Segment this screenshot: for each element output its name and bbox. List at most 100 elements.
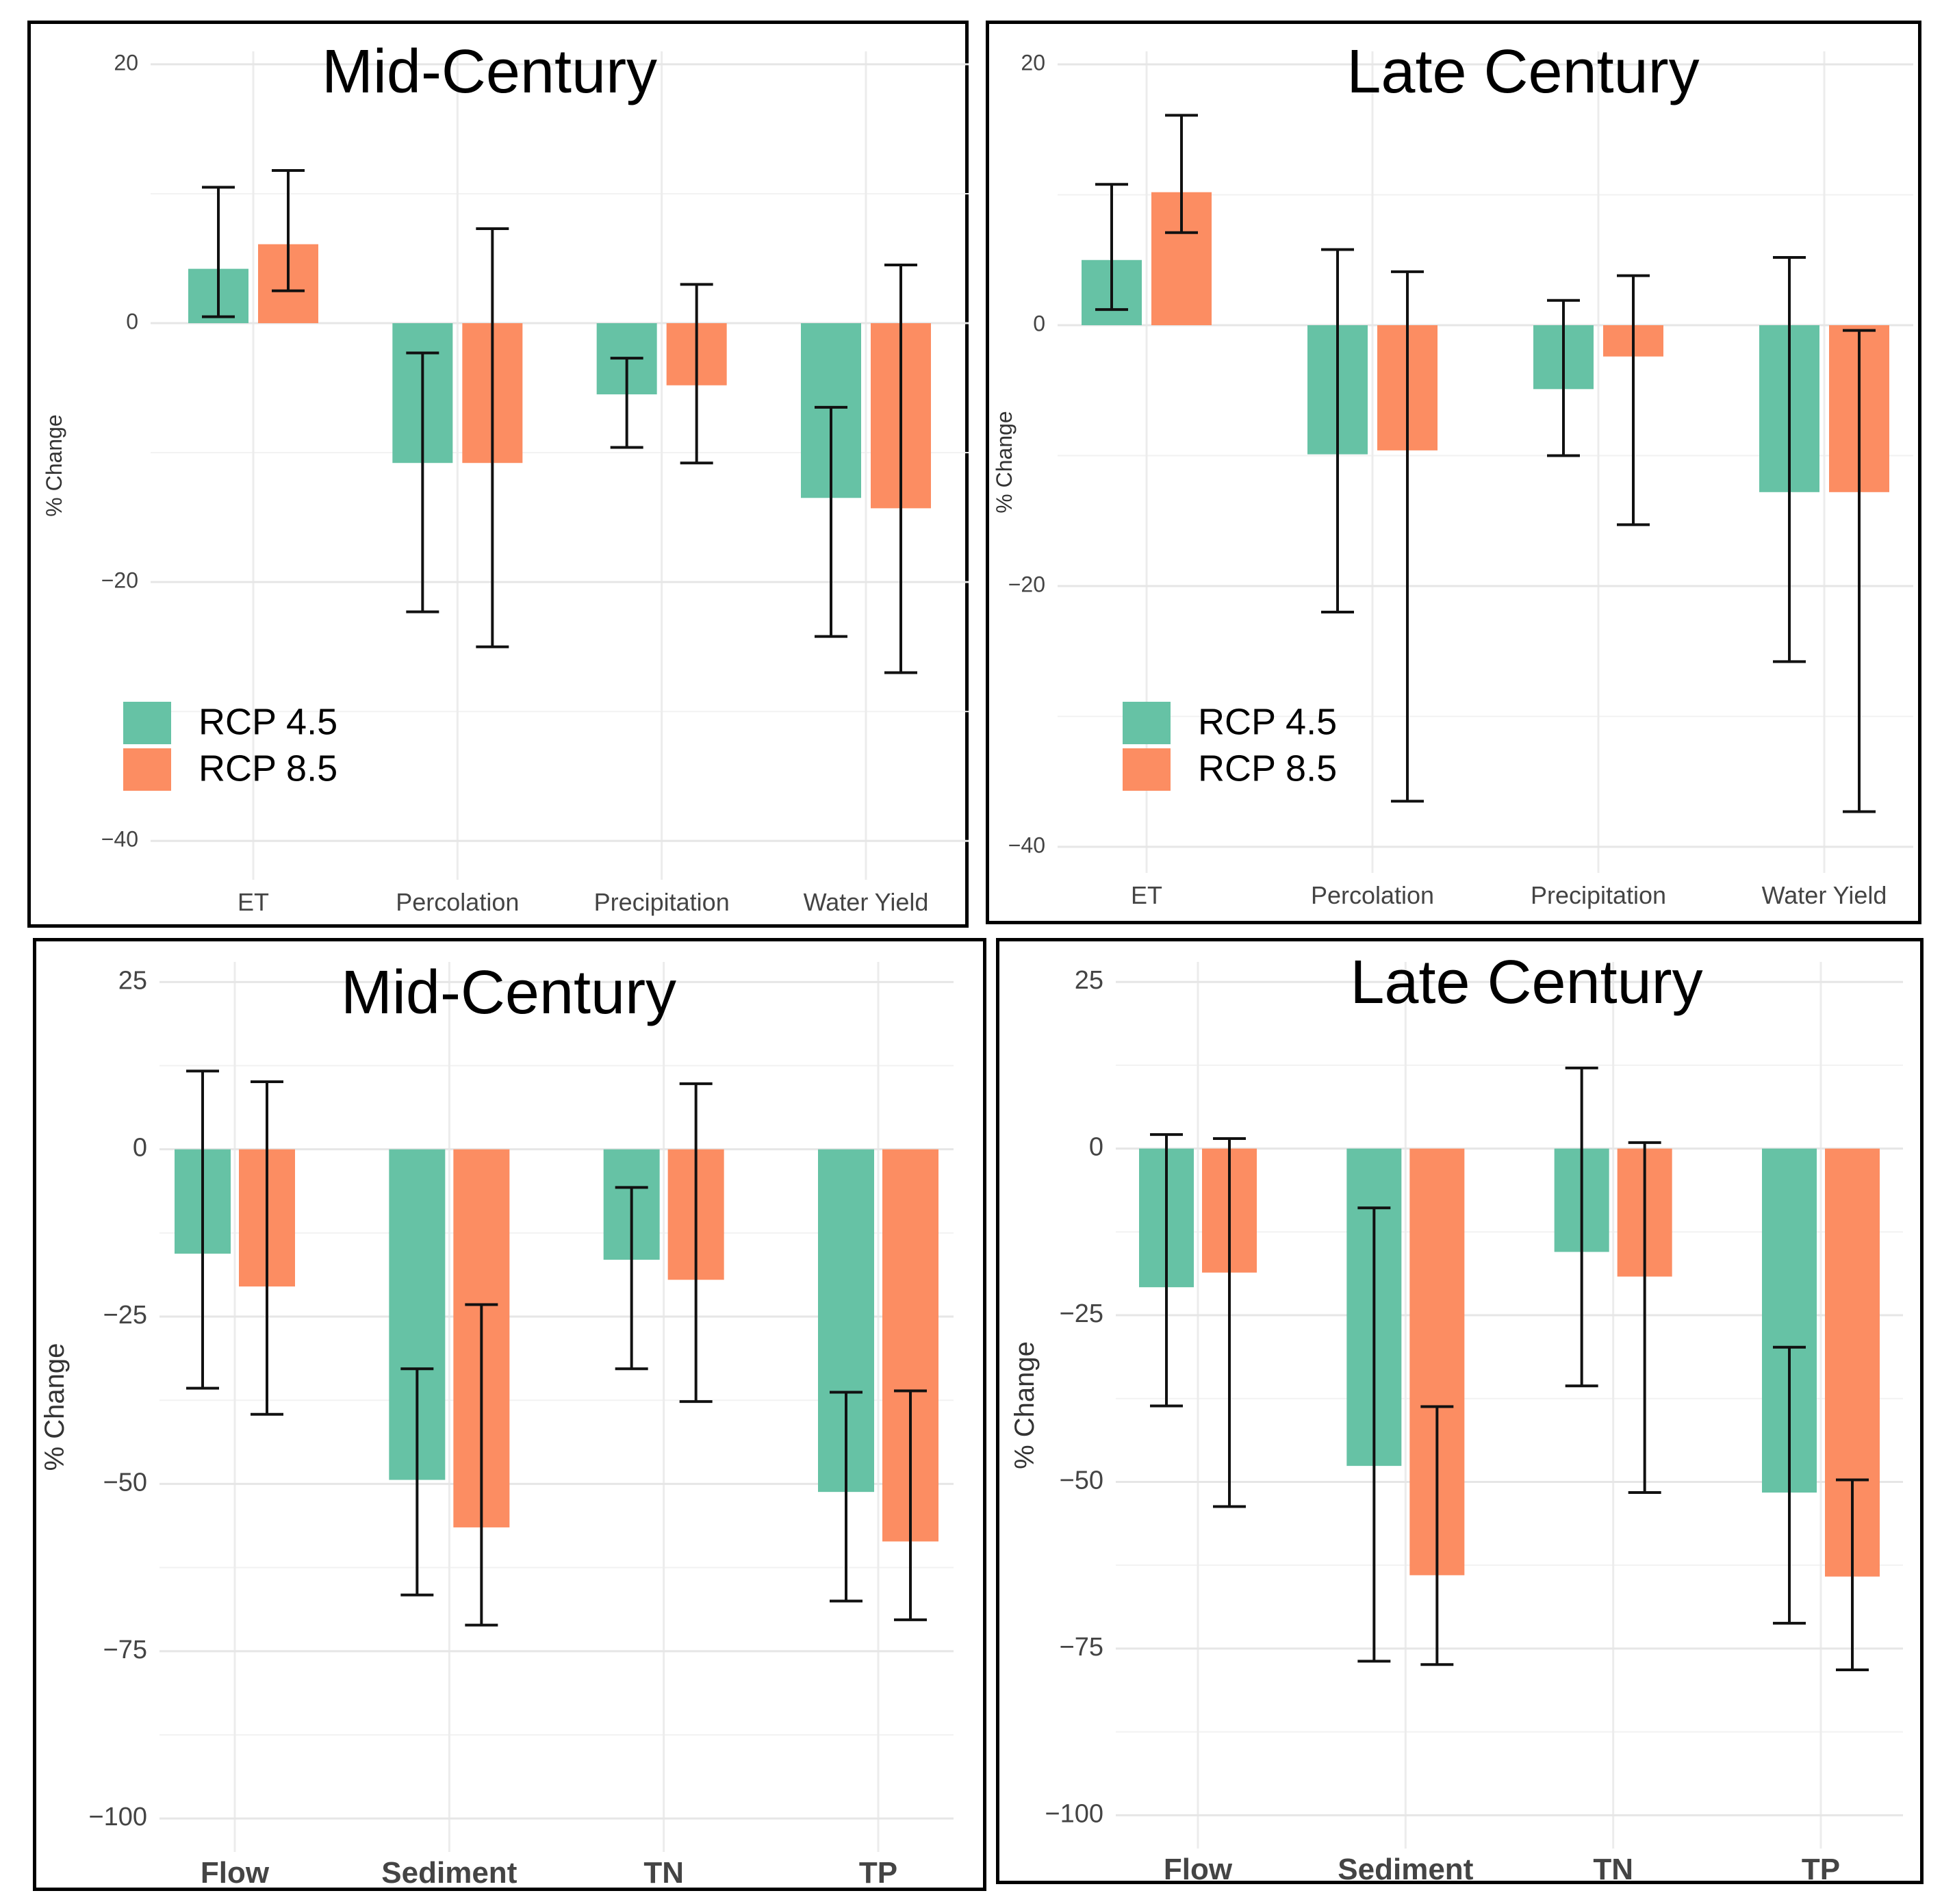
x-tick-label-water-yield: Water Yield: [804, 888, 929, 916]
y-tick-label: −40: [101, 827, 138, 852]
chart-panel-mid-century-water-quality: 25 0 −25 −50 −75 −100 Flow Sediment TN TP Mid-Cent…: [33, 938, 986, 1891]
error-bar-rcp-8-5-sediment: [465, 1303, 498, 1627]
legend-swatch-rcp-8-5: [123, 748, 171, 791]
error-bar-rcp-4-5-tn: [615, 1186, 648, 1371]
legend-swatch-rcp-4-5: [123, 702, 171, 744]
legend: RCP 4.5 RCP 8.5: [1123, 701, 1337, 791]
chart-panel-late-century-water-quality: 25 0 −25 −50 −75 −100 Flow Sediment TN TP Late Cen…: [996, 938, 1924, 1886]
error-bar-rcp-8-5-et: [1165, 114, 1198, 234]
error-bar-rcp-4-5-et: [1095, 183, 1128, 312]
error-bar-rcp-8-5-sediment: [1420, 1405, 1454, 1666]
x-tick-label-flow: Flow: [1164, 1853, 1233, 1886]
chart-late-century-water-balance: 20 0 −20 −40 ET Percolation Precipitation Water…: [992, 38, 1913, 909]
error-bar-rcp-8-5-tn: [679, 1082, 713, 1404]
error-bar-rcp-4-5-flow: [1150, 1133, 1183, 1408]
chart-title: Late Century: [1346, 38, 1699, 106]
error-bar-rcp-4-5-tp: [1773, 1345, 1806, 1625]
y-tick-label: 0: [126, 309, 138, 333]
legend-swatch-rcp-4-5: [1123, 702, 1171, 744]
y-tick-label: −20: [101, 568, 138, 593]
chart-title: Mid-Century: [322, 38, 657, 106]
error-bar-rcp-4-5-precipitation: [610, 357, 643, 449]
error-bar-rcp-8-5-tn: [1628, 1141, 1661, 1495]
y-axis-label: % Change: [992, 411, 1017, 513]
error-bar-rcp-8-5-flow: [1213, 1137, 1246, 1508]
y-tick-label: 0: [1089, 1133, 1103, 1162]
y-tick-label: −75: [103, 1636, 147, 1664]
error-bar-rcp-4-5-et: [202, 186, 235, 318]
y-tick-label: −25: [103, 1301, 147, 1330]
x-tick-label-sediment: Sediment: [381, 1856, 517, 1890]
legend: RCP 4.5 RCP 8.5: [123, 701, 337, 791]
y-tick-label: −50: [103, 1468, 147, 1497]
y-tick-label: 20: [1021, 51, 1045, 75]
y-tick-label: −100: [88, 1803, 147, 1831]
error-bars: [202, 168, 917, 674]
y-tick-label: −75: [1060, 1633, 1103, 1662]
x-tick-label-precipitation: Precipitation: [1531, 881, 1666, 909]
x-tick-label-sediment: Sediment: [1338, 1853, 1473, 1886]
chart-panel-mid-century-water-balance: 20 0 −20 −40 ET Percolation Precipitation Water…: [27, 21, 969, 928]
error-bar-rcp-8-5-precipitation: [680, 283, 713, 465]
error-bar-rcp-4-5-water-yield: [1773, 255, 1806, 663]
error-bar-rcp-8-5-water-yield: [1843, 329, 1876, 813]
chart-panel-late-century-water-balance: 20 0 −20 −40 ET Percolation Precipitation Water…: [986, 21, 1921, 924]
error-bar-rcp-8-5-tp: [894, 1389, 927, 1621]
legend-label-rcp-8-5: RCP 8.5: [1198, 748, 1337, 789]
x-tick-label-flow: Flow: [201, 1856, 270, 1890]
x-tick-label-tp: TP: [859, 1856, 897, 1890]
error-bar-rcp-4-5-tp: [830, 1391, 863, 1603]
error-bar-rcp-4-5-percolation: [1321, 248, 1354, 614]
y-axis-label: % Change: [40, 1343, 70, 1471]
bars: [1082, 192, 1889, 492]
error-bar-rcp-8-5-percolation: [476, 227, 509, 648]
y-tick-label: 0: [133, 1134, 147, 1163]
bars: [175, 1149, 938, 1542]
error-bars: [186, 1069, 927, 1627]
error-bar-rcp-8-5-water-yield: [884, 263, 917, 674]
x-tick-label-et: ET: [238, 888, 269, 916]
y-tick-label: −20: [1008, 572, 1045, 596]
y-tick-label: 25: [118, 966, 147, 995]
x-tick-label-tn: TN: [1593, 1853, 1633, 1886]
chart-title: Mid-Century: [341, 959, 676, 1027]
error-bar-rcp-4-5-water-yield: [815, 405, 847, 638]
x-tick-label-percolation: Percolation: [396, 888, 519, 916]
chart-late-century-water-quality: 25 0 −25 −50 −75 −100 Flow Sediment TN TP Late Cen…: [1010, 948, 1903, 1886]
error-bar-rcp-4-5-flow: [186, 1069, 219, 1390]
error-bar-rcp-4-5-sediment: [1357, 1206, 1391, 1663]
error-bar-rcp-8-5-percolation: [1391, 270, 1424, 803]
x-tick-label-water-yield: Water Yield: [1762, 881, 1887, 909]
error-bar-rcp-4-5-percolation: [406, 351, 439, 613]
bars: [188, 244, 931, 509]
error-bar-rcp-8-5-precipitation: [1617, 274, 1650, 526]
bars: [1139, 1148, 1880, 1577]
chart-mid-century-water-quality: 25 0 −25 −50 −75 −100 Flow Sediment TN TP Mid-Cent…: [40, 959, 954, 1890]
legend-label-rcp-4-5: RCP 4.5: [199, 701, 337, 742]
error-bars: [1150, 1066, 1869, 1672]
legend-label-rcp-4-5: RCP 4.5: [1198, 701, 1337, 742]
legend-label-rcp-8-5: RCP 8.5: [199, 748, 337, 789]
error-bar-rcp-8-5-flow: [251, 1080, 283, 1416]
error-bars: [1095, 114, 1876, 813]
y-tick-label: 25: [1075, 966, 1103, 995]
y-tick-label: −50: [1060, 1467, 1103, 1495]
error-bar-rcp-4-5-precipitation: [1547, 299, 1580, 457]
grid: [1058, 51, 1913, 873]
chart-mid-century-water-balance: 20 0 −20 −40 ET Percolation Precipitation Water…: [42, 38, 969, 916]
error-bar-rcp-8-5-et: [272, 168, 305, 292]
error-bar-rcp-4-5-tn: [1565, 1066, 1598, 1388]
y-axis-label: % Change: [1010, 1341, 1040, 1469]
x-tick-label-percolation: Percolation: [1311, 881, 1434, 909]
y-tick-label: −40: [1008, 833, 1045, 857]
error-bar-rcp-8-5-tp: [1836, 1478, 1869, 1672]
y-tick-label: −100: [1045, 1799, 1103, 1828]
legend-swatch-rcp-8-5: [1123, 748, 1171, 791]
x-tick-label-et: ET: [1131, 881, 1162, 909]
y-tick-label: 0: [1033, 311, 1045, 335]
y-tick-label: 20: [114, 50, 138, 75]
x-tick-label-tp: TP: [1802, 1853, 1840, 1886]
x-tick-label-precipitation: Precipitation: [594, 888, 730, 916]
y-tick-label: −25: [1060, 1299, 1103, 1328]
x-tick-label-tn: TN: [643, 1856, 684, 1890]
